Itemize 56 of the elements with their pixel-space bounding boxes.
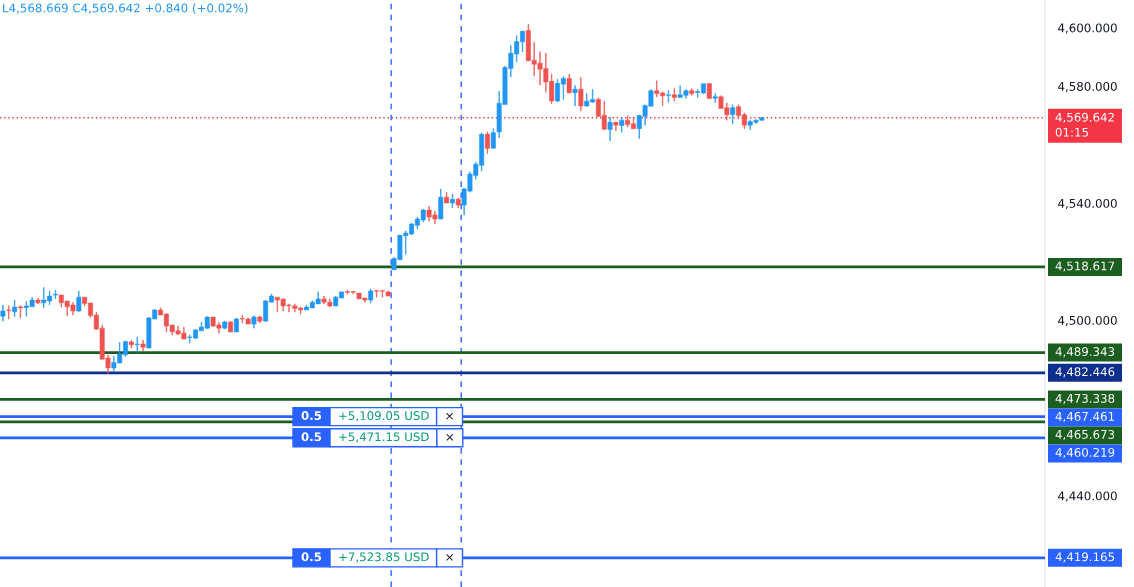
- ref-line-label: 4,465.673: [1055, 429, 1115, 441]
- candlestick: [134, 336, 140, 353]
- candlestick: [228, 320, 234, 333]
- y-tick-label: 4,500.000: [1058, 315, 1117, 327]
- candlestick: [578, 77, 584, 112]
- ref-line-label: 4,460.219: [1055, 447, 1115, 459]
- candlestick: [455, 197, 461, 209]
- candlestick: [234, 317, 239, 333]
- candlestick: [438, 188, 444, 220]
- y-tick-label: 4,440.000: [1058, 491, 1117, 502]
- ref-line-label: 4,518.617: [1055, 261, 1115, 272]
- candlestick: [76, 290, 82, 313]
- candlestick: [6, 305, 12, 320]
- candlestick: [706, 82, 712, 99]
- annotation: 0.5: [301, 411, 322, 421]
- annotation: 0.5: [301, 432, 322, 442]
- candlestick: [128, 339, 134, 349]
- annotation: L4,568.669 C4,569.642 +0.840 (+0.02%): [3, 3, 248, 14]
- y-tick-label: 4,540.000: [1058, 198, 1117, 210]
- candlestick: [251, 315, 257, 329]
- ref-line-label: 4,467.461: [1055, 411, 1114, 423]
- candlestick: [566, 74, 572, 94]
- annotation: +5,109.05 USD: [339, 411, 429, 422]
- candlestick: [140, 339, 146, 352]
- ref-line-label: 4,569.642 01:15: [1055, 112, 1114, 137]
- candlestick: [666, 90, 671, 103]
- annotation: ×: [446, 434, 454, 441]
- candlestick: [689, 88, 695, 96]
- candlestick: [619, 117, 625, 133]
- ref-line-label: 4,489.343: [1055, 347, 1115, 358]
- candlestick: [572, 85, 578, 107]
- candlestick: [671, 88, 677, 102]
- candlestick: [485, 131, 490, 154]
- candlestick: [450, 193, 455, 209]
- annotation: +7,523.85 USD: [339, 552, 429, 563]
- ref-line-label: 4,482.446: [1055, 367, 1115, 378]
- candlestick: [730, 104, 736, 124]
- candlestick: [712, 93, 718, 103]
- candlestick: [444, 191, 450, 204]
- candlestick: [257, 315, 263, 324]
- candlestick: [0, 304, 6, 322]
- candlestick: [613, 121, 619, 132]
- candlestick: [12, 299, 18, 318]
- annotation: ×: [446, 554, 453, 561]
- annotation: ×: [446, 412, 453, 420]
- candlestick: [222, 320, 228, 330]
- y-tick-label: 4,580.000: [1058, 81, 1117, 93]
- candlestick: [35, 298, 41, 305]
- candlestick: [17, 305, 23, 319]
- candlestick: [607, 116, 613, 141]
- ref-line-label: 4,419.165: [1055, 552, 1115, 563]
- annotation: 0.5: [301, 552, 322, 562]
- y-tick-label: 4,600.000: [1058, 23, 1117, 34]
- candlestick: [368, 288, 374, 304]
- annotation: +5,471.15 USD: [339, 432, 429, 443]
- ref-line-label: 4,473.338: [1055, 393, 1115, 405]
